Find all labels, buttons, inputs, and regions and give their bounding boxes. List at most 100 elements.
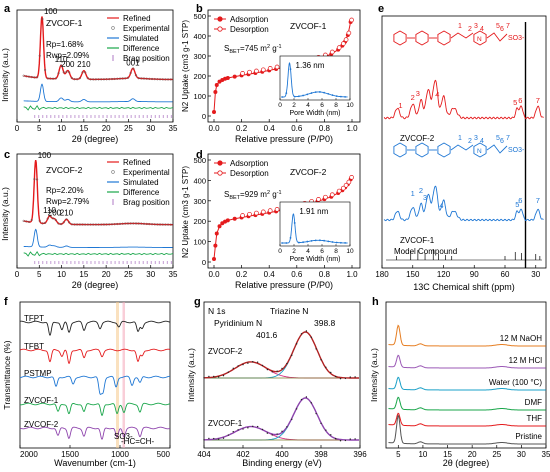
experimental-point-c [142,222,146,225]
xps-data-point-top [266,368,269,371]
xps-data-point-bottom [300,398,303,401]
desorption-point-b-14 [336,45,342,50]
xtick-label-f-3: 500 [157,450,171,459]
xtick-label-e-5: 30 [531,270,540,279]
nmr-peak-mid-4: 5 [515,200,519,209]
xtick-label-g-0: 404 [197,450,211,459]
inset-point-b [314,91,317,94]
xtick-label-g-4: 396 [353,450,367,459]
experimental-point-c [43,221,47,225]
xlabel-f: Wavenumber (cm-1) [54,458,136,468]
annotation-d: ZVCOF-2 [290,167,327,177]
inset-point-b [319,91,321,93]
inset-point-b [289,68,292,71]
xlabel-c: 2θ (degree) [72,280,119,290]
inset-point-d [298,241,300,244]
panel-letter-a: a [4,3,11,15]
annotation-g-0-text: Pyridinium N [214,318,262,328]
inset-xtick-label-d-1: 2 [292,248,296,255]
band-vinyl-f [122,302,125,448]
xticks-g: 404 402 400 398 396 [197,445,367,459]
experimental-point-a [57,72,60,75]
experimental-point-a [132,67,135,70]
xlabel-d: Relative pressure (P/P0) [235,280,333,290]
struct-num-e-mid-3: 4 [480,138,484,145]
peak-label-a-2: 200 [61,60,75,69]
ytick-label-d-1: 100 [193,238,206,247]
adsorption-point-d-3 [217,224,222,229]
experimental-point-c [35,178,39,181]
legend-label-c-1: Experimental [123,168,170,177]
inset-point-d [293,222,296,224]
so3-label-e-mid: SO3- [508,147,525,154]
adsorption-point-d-0 [212,256,216,261]
experimental-point-a [166,78,170,81]
xps-data-point-top [232,367,234,369]
xps-data-point-bottom [286,426,288,428]
pxrd-traces-h: 12 M NaOH 12 M HCl Water (100 °C) DMF THF Pri… [388,324,546,445]
legend-marker-d-1 [217,170,223,176]
legend-marker-d-0 [217,160,223,166]
difference-line-a [23,104,174,111]
xps-data-point-top [320,359,322,361]
experimental-point-a [78,77,81,80]
desorption-point-d-17 [346,179,352,185]
desorption-point-d-5 [274,207,280,212]
peak-label-c-0: 100 [38,151,52,160]
xtick-label-d-5: 1.0 [346,270,358,279]
desorption-point-d-11 [316,197,321,202]
xticks-d: 0.0 0.2 0.4 0.6 0.8 1.0 [208,265,358,279]
xps-data-point-top [286,362,288,365]
nmr-peak-mid-0: 1 [411,189,415,198]
plot-frame-f [19,301,171,449]
panel-a: a Intensity (a.u.) 2θ (degree) 0 5 10 15 20 2… [0,3,178,144]
legend-label-d-0: Adsorption [230,159,268,168]
panel-h: h 12 M NaOH 12 M HCl Water (100 °C) DMF THF P… [369,296,550,468]
inset-point-d [344,242,346,244]
inset-point-d [331,241,334,243]
ring-e-top [473,30,487,46]
series-label-g-0: ZVCOF-2 [208,347,243,356]
stat-a-1: Rwp=2.09% [46,51,89,60]
annotation-g-1-value: 398.8 [314,318,336,328]
plot-frame-e [381,15,547,269]
experimental-point-c [102,223,106,226]
inset-xlabel-b: Pore Width (nm) [290,110,341,117]
panel-letter-c: c [4,149,10,161]
experimental-point-c [132,222,135,225]
inset-xtick-label-d-5: 10 [346,248,354,255]
legend-label-a-2: Simulated [123,34,159,43]
xtick-label-c-2: 10 [57,270,66,279]
experimental-point-a [49,77,52,80]
chain-e-mid [486,144,508,154]
experimental-point-a [169,78,172,81]
series-label-f-0: TFPT [24,314,44,323]
inset-point-b [281,96,283,98]
inset-point-d [310,239,313,242]
experimental-point-a [89,78,92,81]
xtick-label-e-0: 180 [375,270,389,279]
series-label-e-0: ZVCOF-2 [400,134,435,143]
ring-e-mid [415,142,429,158]
ytick-label-b-0: 0 [202,112,206,121]
xps-data-point-bottom [281,430,283,433]
experimental-point-a [116,77,119,80]
legend-label-a-1: Experimental [123,24,170,33]
ring-e-top [393,30,407,46]
xps-traces-g: N 1s Pyridinium N 401.6 Triazine N 398.8 ZVCO… [203,306,359,442]
xtick-label-h-4: 25 [492,450,501,459]
xtick-label-d-3: 0.6 [291,270,303,279]
xps-data-point-bottom [256,425,259,428]
desorption-point-d-0 [240,213,245,218]
xps-data-point-bottom [295,408,298,410]
experimental-point-c [27,220,31,223]
inset-point-d [314,239,317,242]
inset-b: 0 2 4 6 8 10 Pore Width (nm) 1.36 nm [278,55,354,117]
xps-data-point-top [315,348,317,350]
xps-data-point-top [310,336,312,339]
experimental-point-a [70,76,73,80]
inset-point-b [306,93,309,96]
ytick-label-b-3: 300 [193,52,206,61]
xtick-label-c-5: 25 [124,270,133,279]
experimental-point-a [86,77,89,80]
